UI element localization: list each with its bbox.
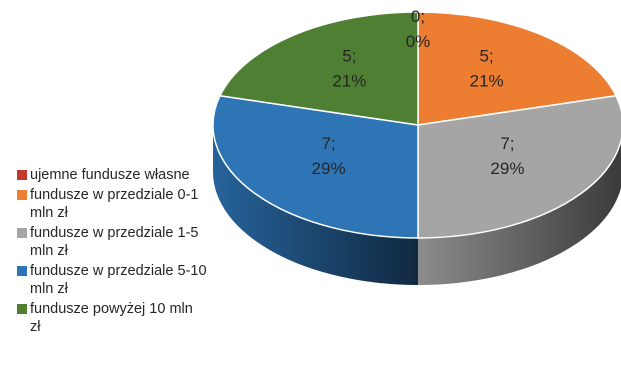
data-label-value: 5; [480, 47, 494, 66]
legend-swatch [17, 190, 27, 200]
data-label-percent: 29% [312, 159, 346, 178]
pie-side-2 [418, 140, 621, 285]
data-label-percent: 29% [490, 159, 524, 178]
pie-slice-4 [218, 11, 419, 126]
data-label-percent: 0% [406, 32, 431, 51]
legend-item: fundusze w przedziale 5-10 mln zł [17, 262, 207, 298]
legend-item: fundusze powyżej 10 mln zł [17, 300, 207, 336]
data-label-value: 7; [321, 134, 335, 153]
legend: ujemne fundusze własne fundusze w przedz… [17, 166, 207, 338]
legend-swatch [17, 170, 27, 180]
legend-swatch [17, 228, 27, 238]
pie-slice-3 [212, 94, 419, 239]
pie-side-3 [213, 125, 418, 285]
legend-item: fundusze w przedziale 0-1 mln zł [17, 186, 207, 222]
pie-slice-2 [417, 94, 621, 239]
pie-data-labels: 0; 0% 5; 21% 7; 29% 7; 29% 5; 21% [312, 7, 525, 178]
legend-label: fundusze w przedziale 0-1 mln zł [30, 187, 199, 221]
legend-item: fundusze w przedziale 1-5 mln zł [17, 224, 207, 260]
legend-item: ujemne fundusze własne [17, 166, 207, 184]
legend-label: fundusze w przedziale 5-10 mln zł [30, 263, 207, 297]
legend-label: ujemne fundusze własne [30, 167, 190, 183]
legend-label: fundusze powyżej 10 mln zł [30, 301, 193, 335]
legend-swatch [17, 266, 27, 276]
pie-3d-sides [213, 125, 621, 285]
legend-label: fundusze w przedziale 1-5 mln zł [30, 225, 199, 259]
legend-swatch [17, 304, 27, 314]
data-label-percent: 21% [332, 72, 366, 91]
pie-slice-1 [417, 11, 618, 126]
data-label-value: 7; [500, 134, 514, 153]
pie-slices [212, 11, 621, 239]
data-label-value: 0; [411, 7, 425, 26]
data-label-value: 5; [342, 47, 356, 66]
data-label-percent: 21% [470, 72, 504, 91]
